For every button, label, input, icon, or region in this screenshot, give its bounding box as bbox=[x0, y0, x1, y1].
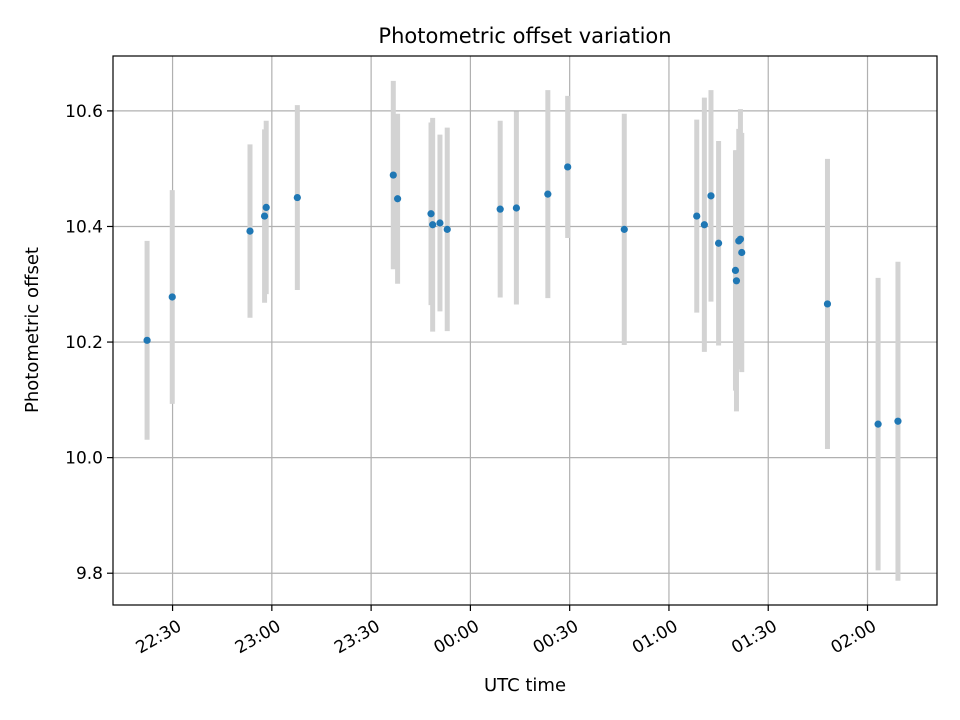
data-point bbox=[874, 420, 882, 428]
data-point bbox=[260, 212, 269, 220]
y-tick-label: 10.2 bbox=[65, 333, 103, 353]
data-point bbox=[823, 300, 832, 308]
x-tick-label: 00:00 bbox=[430, 616, 482, 658]
data-point bbox=[738, 248, 746, 257]
gridlines bbox=[113, 56, 937, 605]
x-tick-label: 23:30 bbox=[331, 616, 383, 658]
y-axis-label: Photometric offset bbox=[22, 247, 43, 413]
y-axis-ticks: 9.8 10.0 10.2 10.4 10.6 bbox=[65, 102, 113, 584]
y-tick-label: 10.0 bbox=[65, 449, 103, 469]
data-point bbox=[620, 225, 628, 233]
x-axis-ticks: 22:30 23:00 23:30 00:00 00:30 01:00 01:30 02:00 bbox=[133, 605, 880, 658]
data-point bbox=[168, 293, 176, 301]
data-point bbox=[894, 417, 902, 425]
data-point bbox=[246, 227, 254, 235]
data-point bbox=[707, 192, 715, 200]
data-point bbox=[393, 195, 402, 203]
data-point bbox=[436, 219, 444, 227]
data-point bbox=[262, 203, 270, 212]
data-point bbox=[429, 221, 437, 229]
data-point bbox=[427, 210, 435, 218]
data-point bbox=[714, 239, 723, 247]
x-tick-label: 01:30 bbox=[728, 616, 780, 658]
x-tick-label: 01:00 bbox=[629, 616, 681, 658]
data-point bbox=[496, 205, 504, 213]
data-point bbox=[732, 277, 741, 285]
y-tick-label: 9.8 bbox=[76, 564, 103, 584]
error-bars bbox=[144, 80, 901, 581]
data-point bbox=[443, 225, 451, 233]
x-tick-label: 22:30 bbox=[133, 616, 185, 658]
x-tick-label: 00:30 bbox=[530, 616, 582, 658]
data-point bbox=[512, 204, 520, 212]
y-tick-label: 10.4 bbox=[65, 217, 103, 237]
data-point bbox=[544, 190, 552, 198]
data-point bbox=[293, 193, 301, 202]
data-points bbox=[143, 163, 902, 428]
y-tick-label: 10.6 bbox=[65, 102, 103, 122]
x-tick-label: 02:00 bbox=[828, 616, 880, 658]
x-axis-label: UTC time bbox=[484, 675, 566, 696]
x-tick-label: 23:00 bbox=[232, 616, 284, 658]
chart-title: Photometric offset variation bbox=[378, 24, 671, 48]
data-point bbox=[700, 221, 708, 229]
data-point bbox=[693, 212, 701, 220]
data-point bbox=[143, 336, 151, 344]
data-point bbox=[736, 235, 745, 243]
data-point bbox=[731, 266, 740, 274]
data-point bbox=[389, 171, 397, 179]
plot-frame bbox=[112, 55, 938, 606]
data-point bbox=[564, 163, 572, 171]
